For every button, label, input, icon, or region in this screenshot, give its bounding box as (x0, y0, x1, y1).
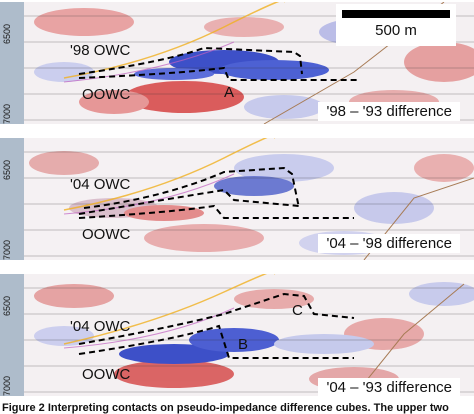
depth-axis: 6500 7000 (0, 138, 24, 260)
lower-owc-label: OOWC (82, 366, 131, 383)
panel-04-98: 6500 7000 '04 OWC OOWC '04 – (0, 138, 474, 260)
marker-c: C (292, 302, 303, 319)
depth-tick-7000: 7000 (2, 239, 12, 260)
figure-caption: Figure 2 Interpreting contacts on pseudo… (2, 402, 449, 414)
scale-bar: 500 m (336, 4, 456, 46)
upper-owc-label: '04 OWC (70, 318, 131, 335)
seismic-section (24, 274, 474, 396)
panel-98-93: 6500 7000 '98 OW (0, 2, 474, 124)
depth-tick-7000: 7000 (2, 375, 12, 396)
lower-owc-label: OOWC (82, 86, 131, 103)
upper-owc-label: '04 OWC (70, 176, 131, 193)
depth-tick-6500: 6500 (2, 23, 12, 44)
lower-owc-label: OOWC (82, 226, 131, 243)
panel-04-93: 6500 7000 '04 OWC OOWC C (0, 274, 474, 397)
marker-b: B (238, 336, 249, 353)
depth-tick-7000: 7000 (2, 103, 12, 124)
difference-label: '04 – '93 difference (318, 378, 460, 397)
depth-tick-6500: 6500 (2, 159, 12, 180)
marker-a: A (224, 84, 235, 101)
depth-axis: 6500 7000 (0, 2, 24, 124)
scale-bar-line (342, 10, 450, 18)
difference-label: '04 – '98 difference (318, 234, 460, 253)
difference-label: '98 – '93 difference (318, 102, 460, 121)
depth-tick-6500: 6500 (2, 295, 12, 316)
scale-bar-label: 500 m (375, 22, 417, 39)
depth-axis: 6500 7000 (0, 274, 24, 396)
upper-owc-label: '98 OWC (70, 42, 131, 59)
